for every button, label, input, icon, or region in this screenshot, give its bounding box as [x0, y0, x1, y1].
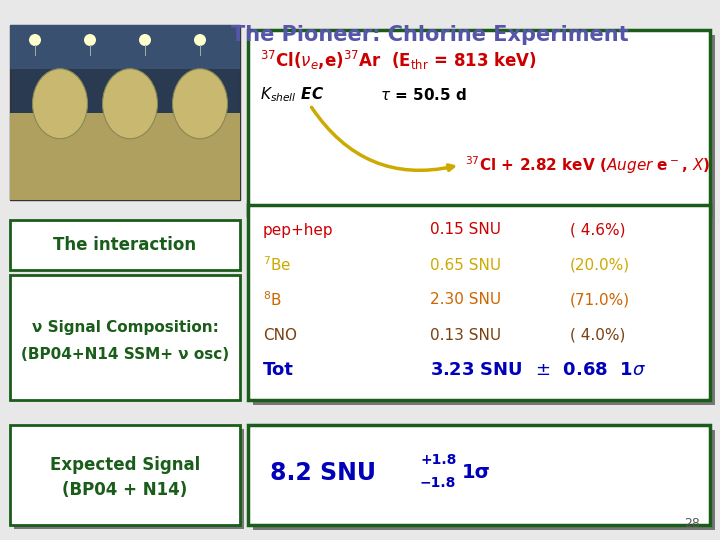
Bar [10, 25, 240, 69]
Text: $^{37}$Cl + 2.82 keV ($\it{Auger}$ e$^-$, $\it{X}$): $^{37}$Cl + 2.82 keV ($\it{Auger}$ e$^-$… [465, 154, 710, 176]
Text: 0.13 SNU: 0.13 SNU [430, 327, 501, 342]
FancyBboxPatch shape [248, 425, 710, 525]
Text: 1σ: 1σ [462, 463, 491, 483]
Text: 8.2 SNU: 8.2 SNU [270, 461, 376, 485]
Text: ν Signal Composition:: ν Signal Composition: [32, 320, 218, 335]
Text: The interaction: The interaction [53, 236, 197, 254]
Ellipse shape [32, 69, 88, 139]
Text: CNO: CNO [263, 327, 297, 342]
FancyBboxPatch shape [10, 275, 240, 400]
Text: (BP04+N14 SSM+ ν osc): (BP04+N14 SSM+ ν osc) [21, 347, 229, 362]
Text: (71.0%): (71.0%) [570, 293, 630, 307]
Text: $K_{shell}$ EC: $K_{shell}$ EC [260, 86, 324, 104]
FancyBboxPatch shape [248, 205, 710, 400]
Text: Tot: Tot [263, 361, 294, 379]
Text: 2.30 SNU: 2.30 SNU [430, 293, 501, 307]
Circle shape [84, 34, 96, 46]
Bar [10, 25, 240, 200]
Text: 3.23 SNU  $\pm$  0.68  1$\sigma$: 3.23 SNU $\pm$ 0.68 1$\sigma$ [430, 361, 646, 379]
Text: The Pioneer: Chlorine Experiment: The Pioneer: Chlorine Experiment [231, 25, 629, 45]
FancyBboxPatch shape [253, 210, 715, 405]
Text: $\tau$ = 50.5 d: $\tau$ = 50.5 d [380, 87, 467, 103]
Text: −1.8: −1.8 [420, 476, 456, 490]
Text: $^7$Be: $^7$Be [263, 255, 292, 274]
Text: +1.8: +1.8 [420, 453, 456, 467]
Ellipse shape [102, 69, 158, 139]
Text: 0.15 SNU: 0.15 SNU [430, 222, 501, 238]
Bar [10, 112, 240, 200]
Text: $^8$B: $^8$B [263, 291, 282, 309]
Circle shape [29, 34, 41, 46]
Text: Expected Signal: Expected Signal [50, 456, 200, 474]
FancyBboxPatch shape [253, 430, 715, 530]
Ellipse shape [173, 69, 228, 139]
Circle shape [139, 34, 151, 46]
Text: (20.0%): (20.0%) [570, 258, 630, 273]
FancyBboxPatch shape [248, 30, 710, 215]
Text: pep+hep: pep+hep [263, 222, 333, 238]
Text: ( 4.6%): ( 4.6%) [570, 222, 626, 238]
Text: $^{37}$Cl($\nu_e$,e)$^{37}$Ar  (E$_{\rm thr}$ = 813 keV): $^{37}$Cl($\nu_e$,e)$^{37}$Ar (E$_{\rm t… [260, 49, 537, 71]
FancyBboxPatch shape [14, 429, 244, 529]
FancyBboxPatch shape [253, 35, 715, 220]
Circle shape [194, 34, 206, 46]
Text: (BP04 + N14): (BP04 + N14) [63, 481, 188, 499]
Text: 28: 28 [684, 517, 700, 530]
Text: 0.65 SNU: 0.65 SNU [430, 258, 501, 273]
Text: ( 4.0%): ( 4.0%) [570, 327, 626, 342]
FancyBboxPatch shape [10, 425, 240, 525]
FancyBboxPatch shape [10, 220, 240, 270]
